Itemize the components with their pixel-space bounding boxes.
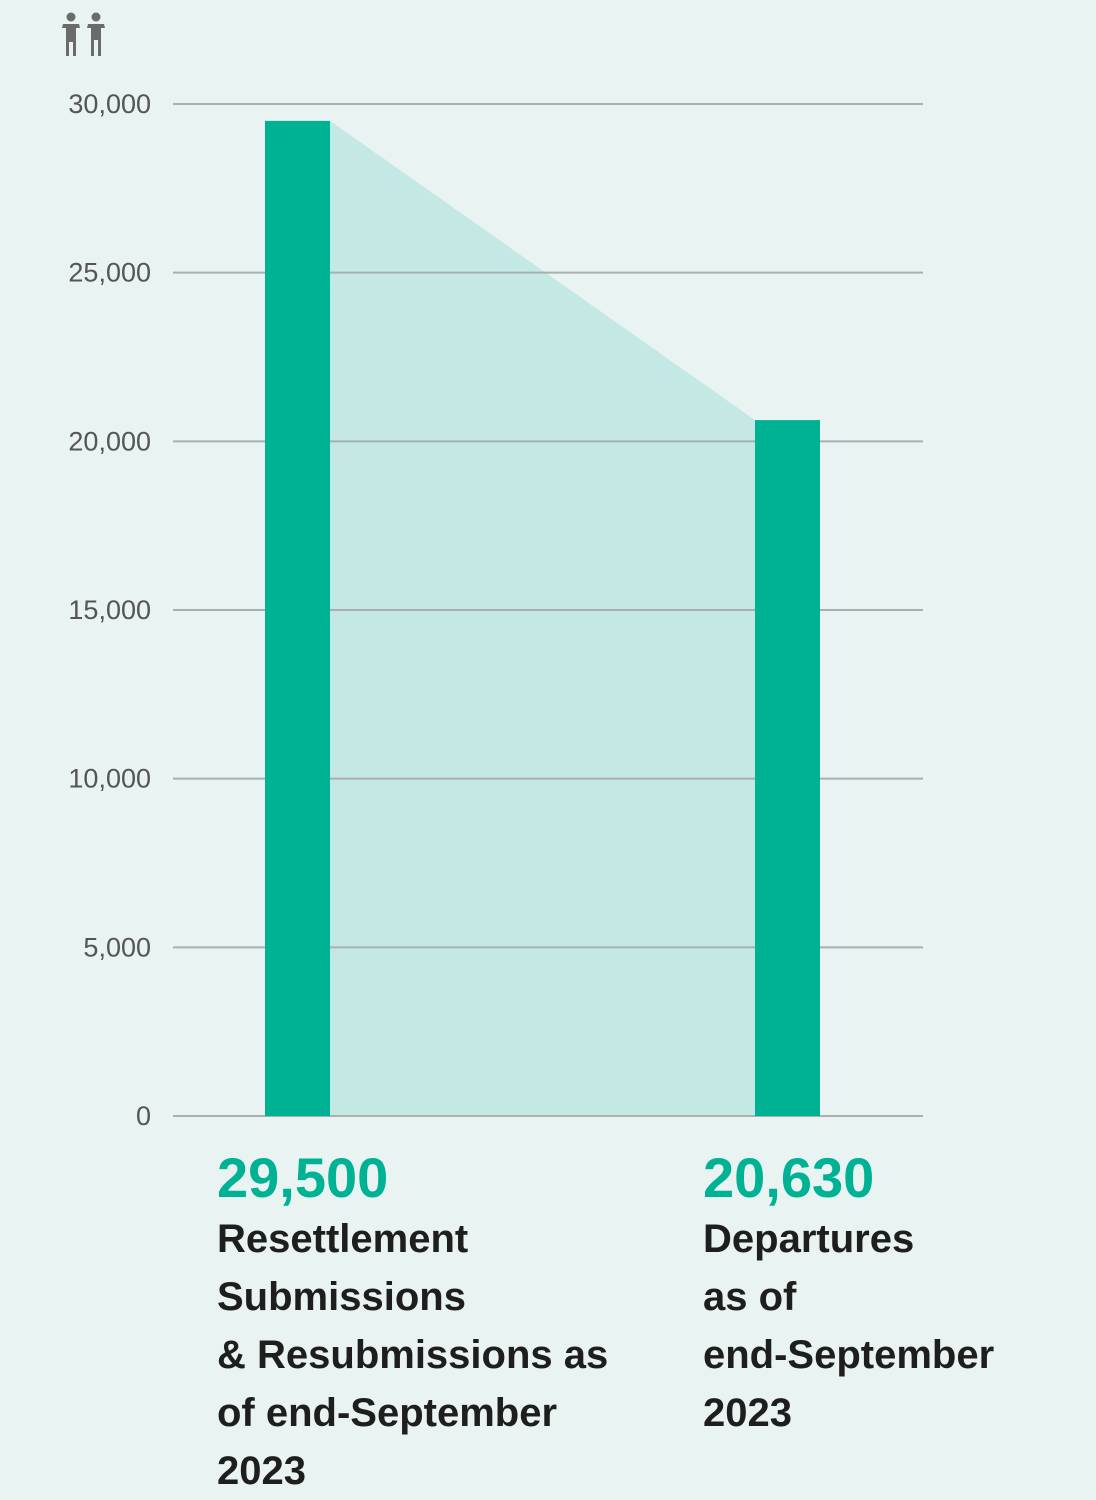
left-value-label: 29,500 bbox=[217, 1146, 389, 1209]
left-desc-line: 2023 bbox=[217, 1449, 306, 1493]
connector-area bbox=[330, 120, 755, 1116]
left-desc-line: Resettlement bbox=[217, 1217, 469, 1261]
left-desc-line: Submissions bbox=[217, 1275, 466, 1319]
left-desc-line: of end-September bbox=[217, 1391, 558, 1435]
bar-departures bbox=[755, 420, 820, 1117]
y-tick-label: 20,000 bbox=[68, 426, 151, 456]
left-desc-line: & Resubmissions as bbox=[217, 1333, 609, 1377]
right-desc-line: as of bbox=[703, 1275, 797, 1319]
y-tick-label: 30,000 bbox=[68, 89, 151, 119]
connector-area-shape bbox=[330, 120, 755, 1116]
right-desc-line: 2023 bbox=[703, 1391, 792, 1435]
right-desc-line: Departures bbox=[703, 1217, 915, 1261]
chart: 0 5,000 10,000 15,000 20,000 25,000 30,000 bbox=[62, 12, 923, 1131]
y-tick-label: 10,000 bbox=[68, 764, 151, 794]
y-tick-label: 5,000 bbox=[83, 932, 151, 962]
right-description: Departures as of end-September 2023 bbox=[703, 1210, 994, 1442]
y-tick-label: 0 bbox=[136, 1101, 151, 1131]
left-description: Resettlement Submissions & Resubmissions… bbox=[217, 1210, 608, 1500]
right-desc-line: end-September bbox=[703, 1333, 995, 1377]
right-value-label: 20,630 bbox=[703, 1146, 875, 1209]
y-tick-label: 15,000 bbox=[68, 595, 151, 625]
people-icon bbox=[62, 12, 105, 56]
bars bbox=[265, 120, 820, 1117]
y-tick-label: 25,000 bbox=[68, 258, 151, 288]
y-axis-ticks: 0 5,000 10,000 15,000 20,000 25,000 30,000 bbox=[68, 89, 151, 1131]
bar-resettlement-submissions bbox=[265, 120, 330, 1116]
